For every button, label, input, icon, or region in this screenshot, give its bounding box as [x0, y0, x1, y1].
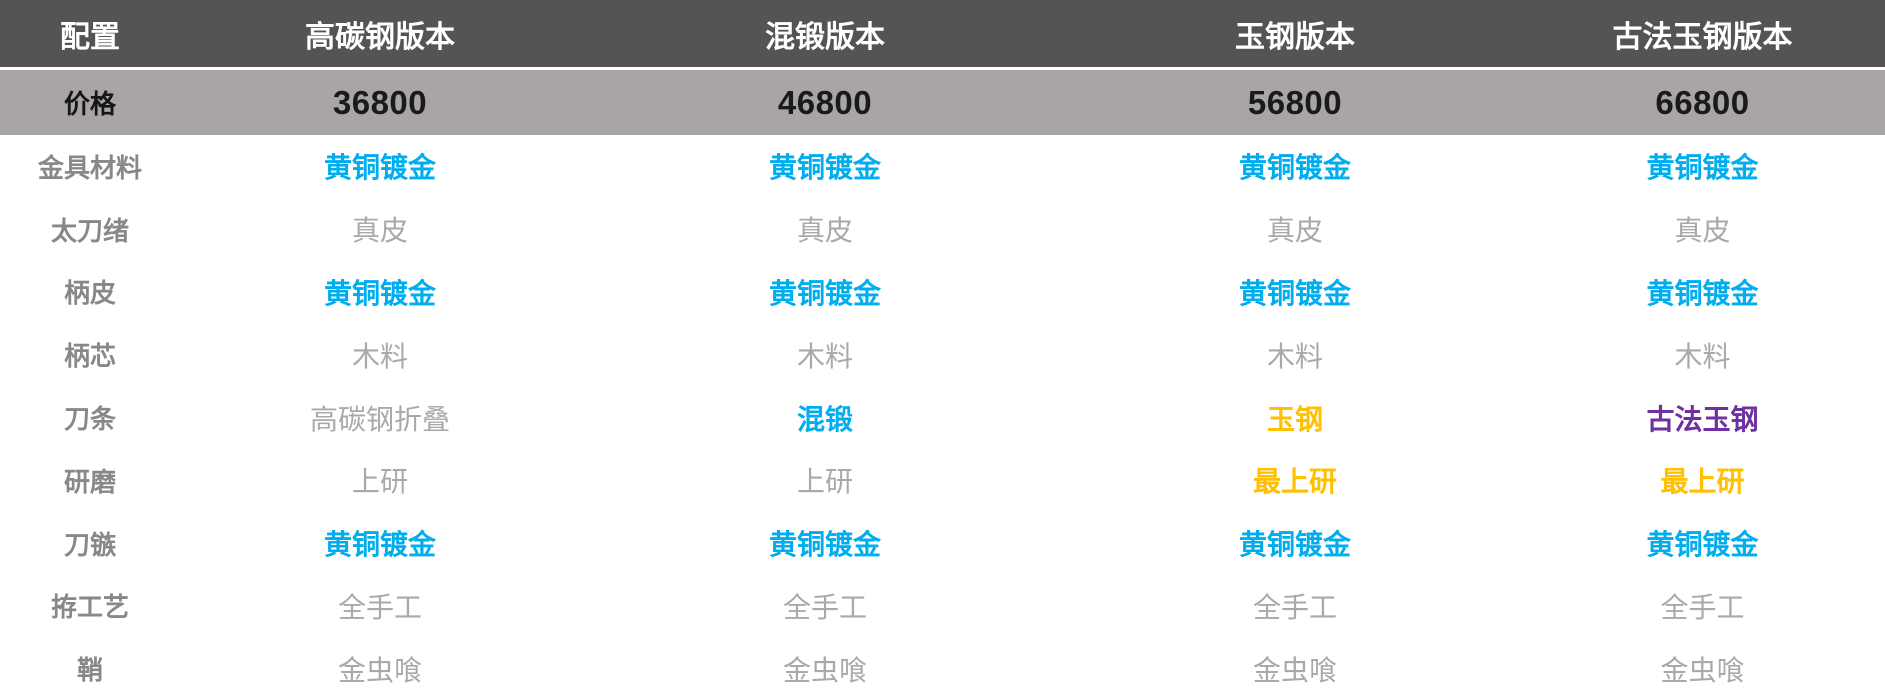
- spec-value: 黄铜镀金: [1238, 152, 1351, 184]
- spec-value: 玉钢: [1266, 403, 1323, 435]
- column-header-tamahagane: 玉钢版本: [1235, 20, 1355, 54]
- price-value: 56800: [1247, 83, 1343, 121]
- spec-value: 木料: [796, 340, 853, 372]
- spec-value: 黄铜镀金: [1238, 529, 1351, 561]
- row-label: 拵工艺: [50, 592, 129, 623]
- spec-value: 真皮: [1674, 215, 1731, 247]
- table-row: 刀条 高碳钢折叠 混锻 玉钢 古法玉钢: [0, 386, 1885, 449]
- spec-value: 黄铜镀金: [768, 277, 881, 309]
- spec-value: 真皮: [1266, 215, 1323, 247]
- spec-value: 混锻: [796, 403, 853, 435]
- table-row: 刀镞 黄铜镀金 黄铜镀金 黄铜镀金 黄铜镀金: [0, 511, 1885, 575]
- header-separator: [0, 67, 1885, 70]
- table-row: 拵工艺 全手工 全手工 全手工 全手工: [0, 574, 1885, 638]
- spec-value: 金虫喰: [337, 654, 422, 686]
- spec-value: 木料: [1266, 340, 1323, 372]
- spec-value: 金虫喰: [1252, 654, 1337, 686]
- column-header-config: 配置: [60, 20, 120, 54]
- spec-value: 黄铜镀金: [1646, 529, 1759, 561]
- spec-value: 最上研: [1660, 466, 1745, 498]
- spec-value: 黄铜镀金: [323, 152, 436, 184]
- spec-value: 黄铜镀金: [323, 529, 436, 561]
- row-label: 鞘: [76, 655, 103, 686]
- spec-value: 全手工: [1252, 591, 1337, 623]
- row-label: 柄芯: [63, 341, 116, 372]
- spec-value: 黄铜镀金: [768, 529, 881, 561]
- spec-value: 金虫喰: [1660, 654, 1745, 686]
- spec-value: 高碳钢折叠: [309, 403, 450, 435]
- column-header-ancient-tamahagane: 古法玉钢版本: [1612, 20, 1793, 54]
- table-row: 研磨 上研 上研 最上研 最上研: [0, 448, 1885, 512]
- row-label: 刀镞: [63, 529, 116, 560]
- price-value: 66800: [1655, 83, 1750, 121]
- price-value: 36800: [332, 83, 428, 121]
- table-row: 柄皮 黄铜镀金 黄铜镀金 黄铜镀金 黄铜镀金: [0, 260, 1885, 324]
- spec-value: 上研: [351, 466, 408, 498]
- price-row: 价格 36800 46800 56800 66800: [0, 70, 1885, 135]
- row-label: 研磨: [63, 466, 116, 497]
- spec-value: 金虫喰: [782, 654, 867, 686]
- spec-value: 全手工: [782, 591, 867, 623]
- spec-value: 最上研: [1252, 466, 1337, 498]
- spec-value: 真皮: [796, 215, 853, 247]
- spec-value: 黄铜镀金: [323, 277, 436, 309]
- row-label: 刀条: [63, 404, 116, 435]
- spec-value: 全手工: [1660, 591, 1745, 623]
- spec-value: 木料: [351, 340, 408, 372]
- table-row: 太刀绪 真皮 真皮 真皮 真皮: [0, 197, 1885, 261]
- price-value: 46800: [777, 83, 873, 121]
- spec-value: 全手工: [337, 591, 422, 623]
- spec-value: 上研: [796, 466, 853, 498]
- spec-value: 黄铜镀金: [1646, 277, 1759, 309]
- column-header-mixed-forge: 混锻版本: [765, 20, 885, 54]
- row-label: 金具材料: [37, 152, 142, 183]
- table-row: 鞘 金虫喰 金虫喰 金虫喰 金虫喰: [0, 637, 1885, 700]
- row-label-price: 价格: [63, 89, 116, 119]
- row-label: 太刀绪: [50, 215, 129, 246]
- column-header-high-carbon: 高碳钢版本: [305, 20, 455, 54]
- table-row: 金具材料 黄铜镀金 黄铜镀金 黄铜镀金 黄铜镀金: [0, 135, 1885, 198]
- spec-value: 黄铜镀金: [768, 152, 881, 184]
- row-label: 柄皮: [63, 278, 116, 309]
- spec-value: 古法玉钢: [1646, 403, 1759, 435]
- spec-value: 黄铜镀金: [1646, 152, 1759, 184]
- spec-value: 黄铜镀金: [1238, 277, 1351, 309]
- table-header-row: 配置 高碳钢版本 混锻版本 玉钢版本 古法玉钢版本: [0, 0, 1885, 67]
- spec-value: 木料: [1674, 340, 1731, 372]
- spec-value: 真皮: [351, 215, 408, 247]
- table-row: 柄芯 木料 木料 木料 木料: [0, 323, 1885, 387]
